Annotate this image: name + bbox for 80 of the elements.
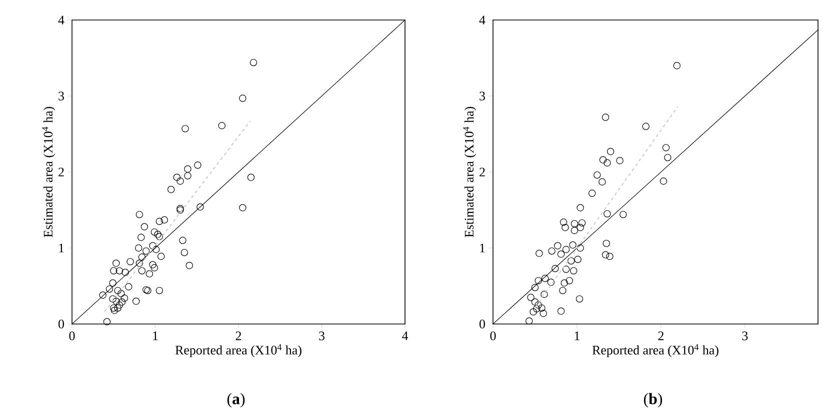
point [576,295,584,303]
point [606,148,614,156]
y-tick-label: 2 [58,168,64,176]
point [562,266,570,273]
y-tick-label: 0 [480,320,485,328]
point [569,241,576,249]
point [534,301,542,309]
point [530,308,537,316]
point [673,62,681,70]
x-tick-label: 2 [236,332,242,340]
point [538,304,546,312]
point [526,317,533,325]
point [568,257,575,265]
point [606,252,614,260]
y-axis-title: Estimated area (X10$^{4}$ ha) [463,106,476,238]
point [552,264,559,272]
y-tick-label: 1 [480,244,485,252]
point [560,279,568,287]
point [548,247,556,255]
point [534,277,542,284]
point [566,277,574,284]
point [574,256,582,263]
x-axis-title: Reported area (X10$^{4}$ ha) [592,344,718,358]
x-tick-label: 0 [69,332,75,340]
point [662,144,670,152]
point [554,242,562,250]
point [642,122,650,130]
point [598,178,606,186]
point [527,294,534,301]
point [541,274,549,282]
point [560,218,568,226]
x-tick-label: 3 [319,332,324,340]
point [533,305,540,312]
point [602,240,610,248]
point [562,224,569,232]
point [599,156,607,164]
point [557,307,565,315]
point [604,210,611,218]
point [576,204,584,212]
text: (a) [227,393,245,408]
point [562,246,570,254]
point [664,154,672,162]
x-tick-label: 4 [402,332,408,340]
point [576,244,584,252]
y-tick-label: 0 [58,320,64,328]
y-tick-label: 2 [480,168,485,176]
point [570,267,578,274]
y-axis-title: Estimated area (X10$^{4}$ ha) [42,106,56,238]
x-tick-label: 1 [153,332,158,340]
point [616,156,624,164]
point [559,286,566,294]
point [540,290,548,298]
y-tick-label: 3 [58,92,64,100]
point [576,224,584,232]
x-tick-label: 2 [658,332,664,340]
point [620,210,627,218]
y-tick-label: 4 [58,16,64,24]
point [536,250,543,257]
x-tick-label: 3 [742,332,748,340]
x-tick-label: 0 [490,332,496,340]
point [547,278,555,286]
point [531,284,539,292]
point [602,114,610,121]
point [540,310,547,317]
y-tick-label: 3 [480,92,485,100]
x-axis-title: Reported area (X10$^{4}$ ha) [175,344,302,358]
point [602,251,610,258]
y-tick-label: 1 [59,244,64,252]
x-tick-label: 1 [574,332,580,340]
point [588,190,596,197]
point [531,298,539,306]
point [660,178,668,185]
point [578,219,586,227]
text: (b) [644,393,662,408]
point [570,220,578,228]
point [604,159,611,166]
point [557,250,565,258]
point [594,171,601,179]
point [570,226,578,234]
y-tick-label: 4 [479,16,486,24]
